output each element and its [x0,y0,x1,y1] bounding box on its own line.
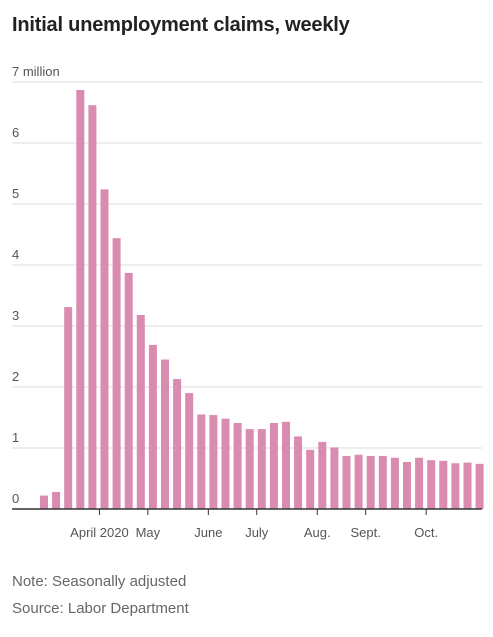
y-tick-label: 4 [12,247,19,262]
y-tick-label: 2 [12,369,19,384]
bars [40,89,484,510]
bar [318,441,327,509]
bar [88,105,97,510]
y-tick-label: 0 [12,491,19,506]
bar [209,415,218,509]
bar [233,422,242,509]
bar [378,455,387,509]
note-text: Note: Seasonally adjusted [12,573,187,590]
y-tick-label: 1 [12,430,19,445]
bar [342,455,351,509]
x-axis-ticks: April 2020 May June July Aug. Sept. Oct. [70,509,438,540]
bar [64,307,73,509]
bar [112,238,121,509]
bar [427,460,436,509]
bar [148,344,157,509]
bar [306,449,315,509]
bar [124,272,133,509]
x-tick-label: May [136,525,161,540]
x-tick-label: July [245,525,269,540]
bar [282,421,290,509]
bar [269,422,278,509]
bar [161,359,169,509]
bar [197,414,206,509]
bar [439,460,448,509]
bar [330,447,339,509]
bar [257,429,266,509]
source-text: Source: Labor Department [12,600,189,617]
y-tick-label: 3 [12,308,19,323]
bar [390,457,399,509]
bar [245,429,254,509]
bar [173,379,182,509]
bar [366,455,375,509]
bar [463,462,472,509]
chart-title: Initial unemployment claims, weekly [12,14,350,36]
y-tick-label: 7 million [12,64,60,79]
bar [451,463,460,509]
bar [40,495,48,509]
bar [221,418,230,509]
bar [415,457,424,509]
x-tick-label: April 2020 [70,525,129,540]
x-tick-label: Oct. [414,525,438,540]
bar [294,436,303,509]
bar [76,89,85,510]
bar [403,462,411,509]
bar-chart: 0 1 2 3 4 5 6 7 million April 2020 May June July Au… [12,64,484,540]
x-tick-label: Sept. [350,525,380,540]
bar [52,491,61,509]
y-tick-label: 5 [12,186,19,201]
y-axis-tick-labels: 0 1 2 3 4 5 6 7 million [12,64,60,506]
y-tick-label: 6 [12,125,19,140]
bar [354,454,363,509]
bar [100,189,109,510]
bar [136,315,145,509]
x-tick-label: Aug. [304,525,331,540]
x-tick-label: June [194,525,222,540]
bar [185,393,194,509]
bar [475,463,484,509]
